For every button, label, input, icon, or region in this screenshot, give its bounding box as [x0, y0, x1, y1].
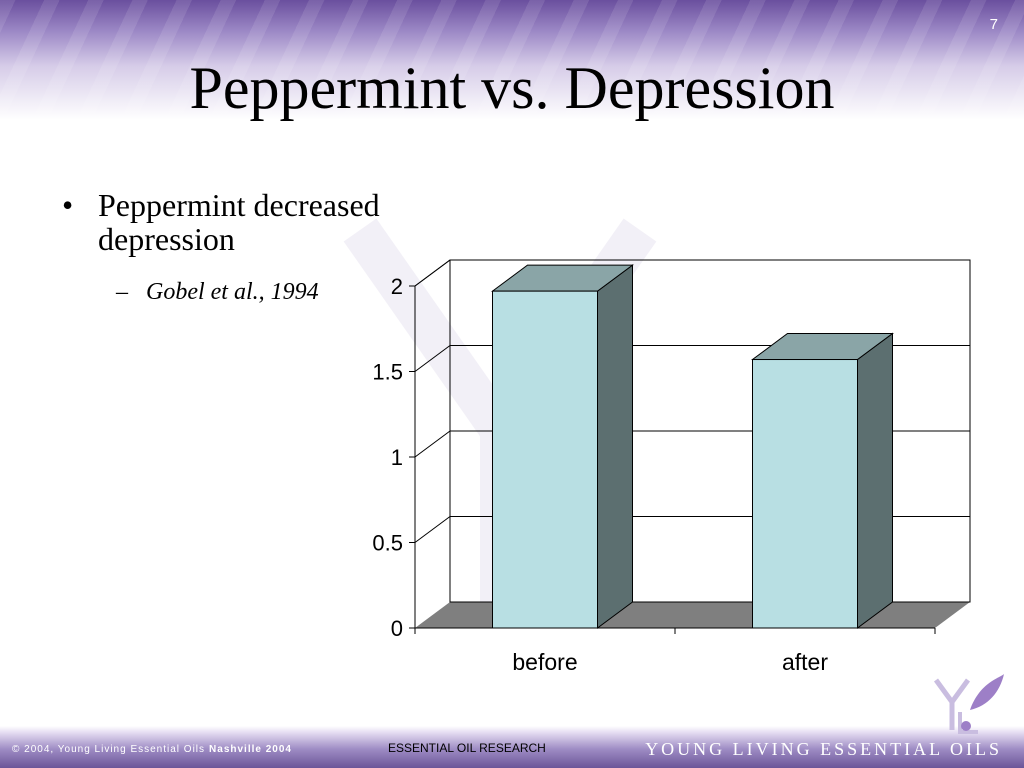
bullet-text: Peppermint decreased depression	[98, 187, 380, 257]
bar-chart: 0 0.5 1 1.5 2 before after	[372, 259, 971, 675]
bar-side	[857, 332, 893, 629]
footer-copyright-text: © 2004, Young Living Essential Oils	[12, 744, 206, 755]
gridline-depth	[414, 345, 451, 372]
x-tick-label: before	[512, 649, 577, 675]
bullet-marker: •	[62, 187, 74, 223]
y-tick-label: 2	[391, 274, 403, 299]
footer-event: Nashville 2004	[209, 744, 292, 755]
sub-bullet-marker: –	[116, 279, 128, 305]
bar	[492, 290, 598, 629]
bar	[752, 359, 858, 629]
slide-title: Peppermint vs. Depression	[189, 55, 835, 121]
footer-center-label: ESSENTIAL OIL RESEARCH	[388, 741, 546, 755]
y-tick-label: 1	[391, 445, 403, 470]
young-living-logo-icon	[933, 674, 1004, 734]
header-band	[0, 0, 1024, 120]
slide-number: 7	[989, 16, 998, 33]
y-tick-label: 0.5	[372, 531, 403, 556]
gridline-depth	[414, 430, 451, 458]
y-tick-label: 0	[391, 616, 403, 641]
y-tick-label: 1.5	[372, 360, 403, 385]
footer-copyright: © 2004, Young Living Essential Oils Nashv…	[12, 744, 292, 755]
x-tick-label: after	[782, 649, 828, 675]
gridline-depth	[414, 516, 451, 543]
citation-text: Gobel et al., 1994	[146, 279, 319, 305]
footer-brand: YOUNG LIVING ESSENTIAL OILS	[645, 739, 1002, 759]
footer-band	[0, 726, 1024, 768]
gridline-depth	[414, 259, 451, 287]
bar-side	[597, 264, 633, 629]
